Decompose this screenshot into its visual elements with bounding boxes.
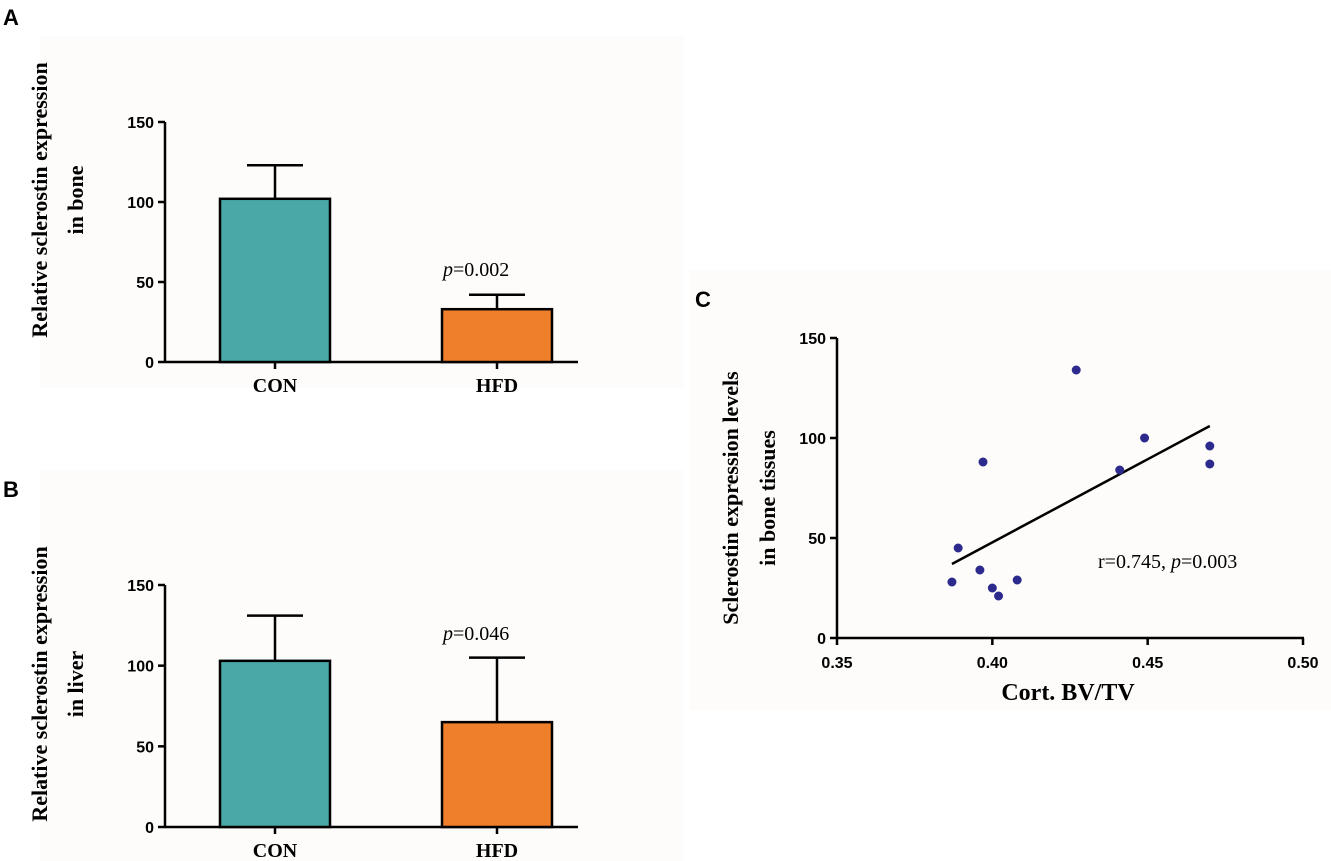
y-tick-label: 100 [127, 195, 154, 212]
data-point [1071, 365, 1081, 375]
panel-a-axes: 0 50 100 150 CON HFD [127, 115, 578, 397]
panel-c-x-label: Cort. BV/TV [1001, 680, 1135, 706]
y-tick-label: 50 [808, 531, 826, 548]
panel-a-p-text: =0.002 [453, 259, 509, 281]
data-point [1140, 433, 1150, 443]
panel-b-p-text: =0.046 [453, 623, 509, 645]
panel-c-axes: 0 50 100 150 0.35 0.40 0.45 0.50 [799, 331, 1318, 672]
panel-c-stats: r=0.745, p=0.003 [1098, 551, 1237, 573]
panel-a-p-symbol: p [441, 259, 453, 281]
panel-b-p-symbol: p [441, 623, 453, 645]
data-point [1012, 575, 1022, 585]
data-point [987, 583, 997, 593]
panel-a-side-background [614, 270, 684, 388]
panel-b-y-label-line1: Relative sclerostin expression [27, 546, 52, 821]
panel-b-bar-chart: Relative sclerostin expression in liver … [27, 546, 578, 861]
data-point [1115, 465, 1125, 475]
data-point [1205, 441, 1215, 451]
y-tick-label: 0 [145, 820, 154, 837]
panel-b-axes: 0 50 100 150 CON HFD [127, 578, 578, 861]
data-point [1205, 459, 1215, 469]
x-category-label: HFD [476, 840, 518, 861]
panel-b-p-value: p=0.046 [441, 623, 509, 645]
data-point [994, 591, 1004, 601]
panel-a-bar-chart: Relative sclerostin expression in bone 0… [27, 62, 578, 397]
y-tick-label: 100 [127, 659, 154, 676]
bar-con [218, 659, 332, 829]
panel-letter-a: A [3, 5, 19, 30]
regression-line [951, 424, 1211, 566]
panel-c-y-label-line2: in bone tissues [755, 430, 780, 566]
y-tick-label: 50 [136, 275, 154, 292]
panel-b-y-label-line2: in liver [63, 650, 88, 717]
x-category-label: CON [253, 375, 298, 397]
data-point [978, 457, 988, 467]
panel-a-y-label-line2: in bone [63, 165, 88, 234]
x-tick-label: 0.45 [1132, 655, 1163, 672]
y-tick-label: 150 [799, 331, 826, 348]
bar-hfd [440, 307, 554, 364]
x-category-label: CON [253, 840, 298, 861]
bar-con [218, 197, 332, 364]
data-point [975, 565, 985, 575]
y-tick-label: 150 [127, 115, 154, 132]
panel-c-p-text: =0.003 [1181, 551, 1237, 573]
x-category-label: HFD [476, 375, 518, 397]
panel-c-y-label-line1: Sclerostin expression levels [718, 371, 743, 625]
panel-c-r-text: r=0.745, [1098, 551, 1171, 573]
panel-letter-c: C [695, 287, 711, 312]
data-point [947, 577, 957, 587]
panel-letter-b: B [3, 477, 19, 502]
y-tick-label: 100 [799, 431, 826, 448]
bar-hfd [440, 720, 554, 829]
panel-c-background [690, 270, 1331, 710]
panel-b-background [40, 470, 684, 861]
x-tick-label: 0.35 [821, 655, 852, 672]
panel-a-background [40, 36, 684, 388]
panel-c-p-symbol: p [1169, 551, 1181, 573]
y-tick-label: 50 [136, 739, 154, 756]
x-tick-label: 0.50 [1287, 655, 1318, 672]
data-point [953, 543, 963, 553]
y-tick-label: 0 [817, 631, 826, 648]
panel-c-scatter-chart: Sclerostin expression levels in bone tis… [718, 331, 1319, 706]
y-tick-label: 0 [145, 355, 154, 372]
y-tick-label: 150 [127, 578, 154, 595]
panel-a-y-label-line1: Relative sclerostin expression [27, 62, 52, 337]
panel-a-p-value: p=0.002 [441, 259, 509, 281]
x-tick-label: 0.40 [977, 655, 1008, 672]
